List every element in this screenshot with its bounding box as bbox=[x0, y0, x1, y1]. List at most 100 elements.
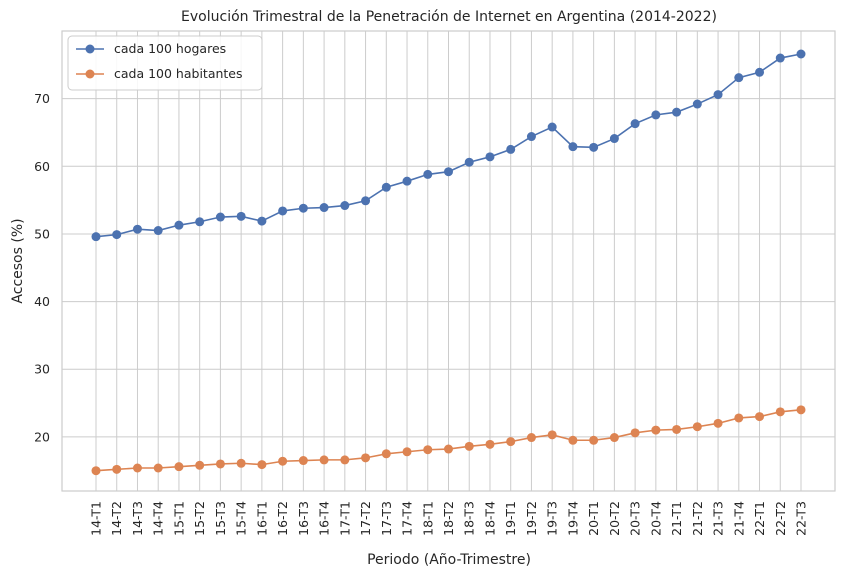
data-point bbox=[630, 428, 640, 438]
data-point bbox=[215, 459, 225, 469]
y-tick-label: 40 bbox=[34, 294, 50, 309]
data-point bbox=[381, 182, 391, 192]
x-tick-label: 16-T4 bbox=[317, 501, 332, 536]
y-tick-label: 20 bbox=[34, 429, 50, 444]
data-point bbox=[568, 435, 578, 445]
x-tick-label: 16-T2 bbox=[275, 501, 290, 536]
series-1 bbox=[91, 405, 806, 476]
data-point bbox=[215, 212, 225, 222]
data-point bbox=[485, 152, 495, 162]
data-point bbox=[195, 217, 205, 227]
x-tick-label: 17-T2 bbox=[358, 501, 373, 536]
data-point bbox=[195, 460, 205, 470]
data-point bbox=[651, 425, 661, 435]
x-tick-label: 19-T1 bbox=[503, 501, 518, 536]
data-point bbox=[692, 99, 702, 109]
data-point bbox=[464, 157, 474, 167]
x-tick-label: 22-T2 bbox=[773, 501, 788, 536]
x-tick-label: 20-T2 bbox=[607, 501, 622, 536]
data-point bbox=[713, 418, 723, 428]
x-tick-label: 18-T4 bbox=[482, 501, 497, 536]
x-tick-label: 17-T1 bbox=[337, 501, 352, 536]
data-point bbox=[361, 453, 371, 463]
data-point bbox=[589, 435, 599, 445]
data-point bbox=[361, 196, 371, 206]
x-tick-label: 14-T3 bbox=[130, 501, 145, 536]
data-point bbox=[319, 455, 329, 465]
y-tick-label: 30 bbox=[34, 362, 50, 377]
data-point bbox=[464, 441, 474, 451]
data-point bbox=[402, 447, 412, 457]
data-point bbox=[506, 144, 516, 154]
data-point bbox=[506, 437, 516, 447]
data-point bbox=[112, 230, 122, 240]
data-point bbox=[91, 466, 101, 476]
x-tick-label: 16-T1 bbox=[254, 501, 269, 536]
data-point bbox=[796, 49, 806, 59]
data-point bbox=[609, 134, 619, 144]
data-point bbox=[672, 424, 682, 434]
x-tick-label: 21-T1 bbox=[669, 501, 684, 536]
y-tick-label: 70 bbox=[34, 91, 50, 106]
x-tick-label: 21-T4 bbox=[731, 501, 746, 536]
x-tick-label: 15-T4 bbox=[234, 501, 249, 536]
x-tick-label: 16-T3 bbox=[296, 501, 311, 536]
data-point bbox=[589, 142, 599, 152]
data-point bbox=[630, 119, 640, 129]
x-tick-label: 15-T1 bbox=[171, 501, 186, 536]
data-point bbox=[568, 142, 578, 152]
x-axis-label: Periodo (Año-Trimestre) bbox=[367, 552, 531, 568]
x-tick-label: 21-T3 bbox=[711, 501, 726, 536]
data-point bbox=[755, 412, 765, 422]
data-point bbox=[257, 216, 267, 226]
data-point bbox=[278, 456, 288, 466]
data-point bbox=[132, 463, 142, 473]
x-tick-label: 15-T3 bbox=[213, 501, 228, 536]
legend-label-hogares: cada 100 hogares bbox=[114, 41, 226, 56]
data-point bbox=[796, 405, 806, 415]
data-point bbox=[298, 456, 308, 466]
x-tick-label: 14-T2 bbox=[109, 501, 124, 536]
data-point bbox=[153, 226, 163, 236]
data-point bbox=[340, 455, 350, 465]
plot-frame bbox=[61, 30, 836, 492]
x-tick-label: 22-T1 bbox=[752, 501, 767, 536]
data-point bbox=[381, 449, 391, 459]
data-point bbox=[236, 458, 246, 468]
x-tick-label: 21-T2 bbox=[690, 501, 705, 536]
series-0 bbox=[91, 49, 806, 242]
data-point bbox=[692, 422, 702, 432]
data-point bbox=[153, 463, 163, 473]
data-point bbox=[132, 224, 142, 234]
data-point bbox=[651, 110, 661, 120]
data-point bbox=[713, 90, 723, 100]
legend-marker-habitantes bbox=[85, 69, 95, 79]
data-point bbox=[174, 220, 184, 230]
y-tick-label: 50 bbox=[34, 226, 50, 241]
x-tick-label: 18-T1 bbox=[420, 501, 435, 536]
x-tick-label: 19-T2 bbox=[524, 501, 539, 536]
data-point bbox=[775, 407, 785, 417]
data-point bbox=[402, 176, 412, 186]
legend-label-habitantes: cada 100 habitantes bbox=[114, 66, 243, 81]
legend: cada 100 hogares cada 100 habitantes bbox=[67, 35, 263, 91]
x-axis-ticks: 14-T1 14-T2 14-T3 14-T4 15-T1 15-T2 15-T3 15-T4… bbox=[89, 501, 809, 536]
data-point bbox=[485, 439, 495, 449]
data-point bbox=[423, 169, 433, 179]
y-axis-label: Accesos (%) bbox=[10, 218, 26, 303]
series-layer bbox=[91, 49, 806, 476]
x-tick-label: 17-T4 bbox=[400, 501, 415, 536]
data-point bbox=[91, 232, 101, 242]
chart-title: Evolución Trimestral de la Penetración d… bbox=[181, 9, 717, 25]
data-point bbox=[112, 464, 122, 474]
data-point bbox=[672, 107, 682, 117]
data-point bbox=[547, 430, 557, 440]
data-point bbox=[547, 122, 557, 132]
data-point bbox=[526, 132, 536, 142]
data-point bbox=[444, 167, 453, 177]
x-tick-label: 19-T4 bbox=[565, 501, 580, 536]
data-point bbox=[423, 445, 433, 455]
legend-marker-hogares bbox=[85, 44, 95, 54]
x-tick-label: 20-T3 bbox=[628, 501, 643, 536]
